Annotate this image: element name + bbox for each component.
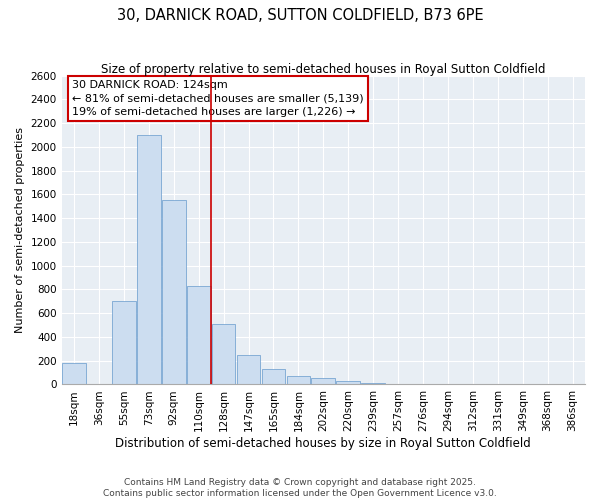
Bar [262,369,286,384]
Bar [162,200,185,384]
Bar [287,376,310,384]
Bar [237,355,260,384]
Y-axis label: Number of semi-detached properties: Number of semi-detached properties [15,127,25,333]
Text: 30, DARNICK ROAD, SUTTON COLDFIELD, B73 6PE: 30, DARNICK ROAD, SUTTON COLDFIELD, B73 … [116,8,484,22]
Bar [361,382,385,384]
Bar [311,378,335,384]
Title: Size of property relative to semi-detached houses in Royal Sutton Coldfield: Size of property relative to semi-detach… [101,62,545,76]
Bar [337,381,360,384]
Bar [112,302,136,384]
Bar [137,135,161,384]
Text: Contains HM Land Registry data © Crown copyright and database right 2025.
Contai: Contains HM Land Registry data © Crown c… [103,478,497,498]
Bar [187,286,211,384]
Text: 30 DARNICK ROAD: 124sqm
← 81% of semi-detached houses are smaller (5,139)
19% of: 30 DARNICK ROAD: 124sqm ← 81% of semi-de… [72,80,364,116]
Bar [62,363,86,384]
X-axis label: Distribution of semi-detached houses by size in Royal Sutton Coldfield: Distribution of semi-detached houses by … [115,437,531,450]
Bar [212,324,235,384]
